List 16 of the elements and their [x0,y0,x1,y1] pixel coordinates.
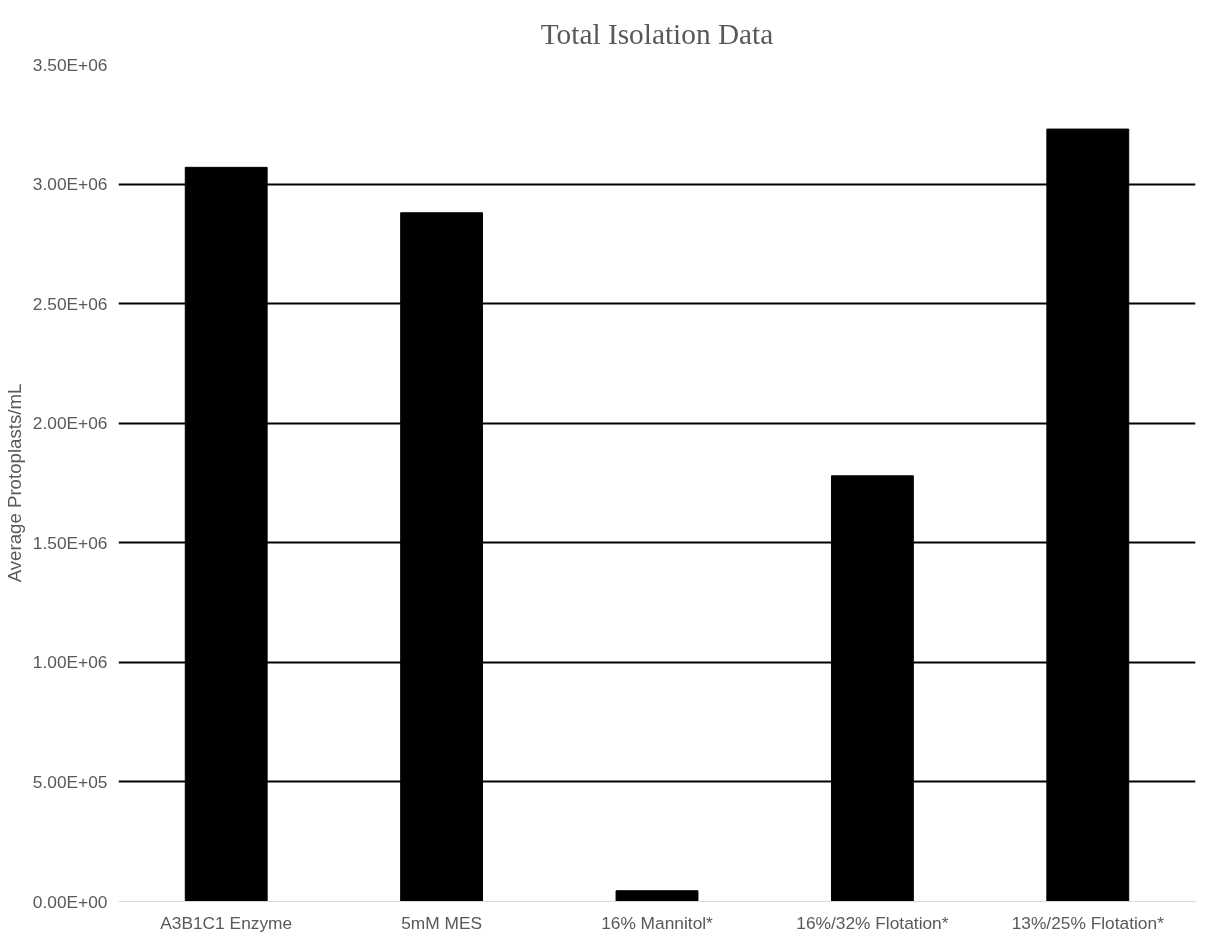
y-tick-label: 3.50E+06 [32,54,108,75]
y-tick-label: 1.50E+06 [32,532,108,553]
x-tick-label: 13%/25% Flotation* [1011,912,1165,933]
y-tick-label: 3.00E+06 [32,174,108,195]
y-tick-label: 0.00E+00 [32,891,108,912]
y-tick-label: 2.00E+06 [32,413,108,434]
x-tick-label: 5mM MES [401,912,483,933]
x-tick-label: A3B1C1 Enzyme [160,912,293,933]
bar [615,890,699,902]
y-tick-label: 5.00E+05 [32,771,108,792]
chart-title: Total Isolation Data [540,17,774,50]
y-axis-title: Average Protoplasts/mL [3,383,25,583]
x-tick-label: 16%/32% Flotation* [796,912,949,933]
y-tick-label: 2.50E+06 [32,293,108,314]
y-tick-label: 1.00E+06 [32,652,108,673]
x-tick-label: 16% Mannitol* [601,912,714,933]
